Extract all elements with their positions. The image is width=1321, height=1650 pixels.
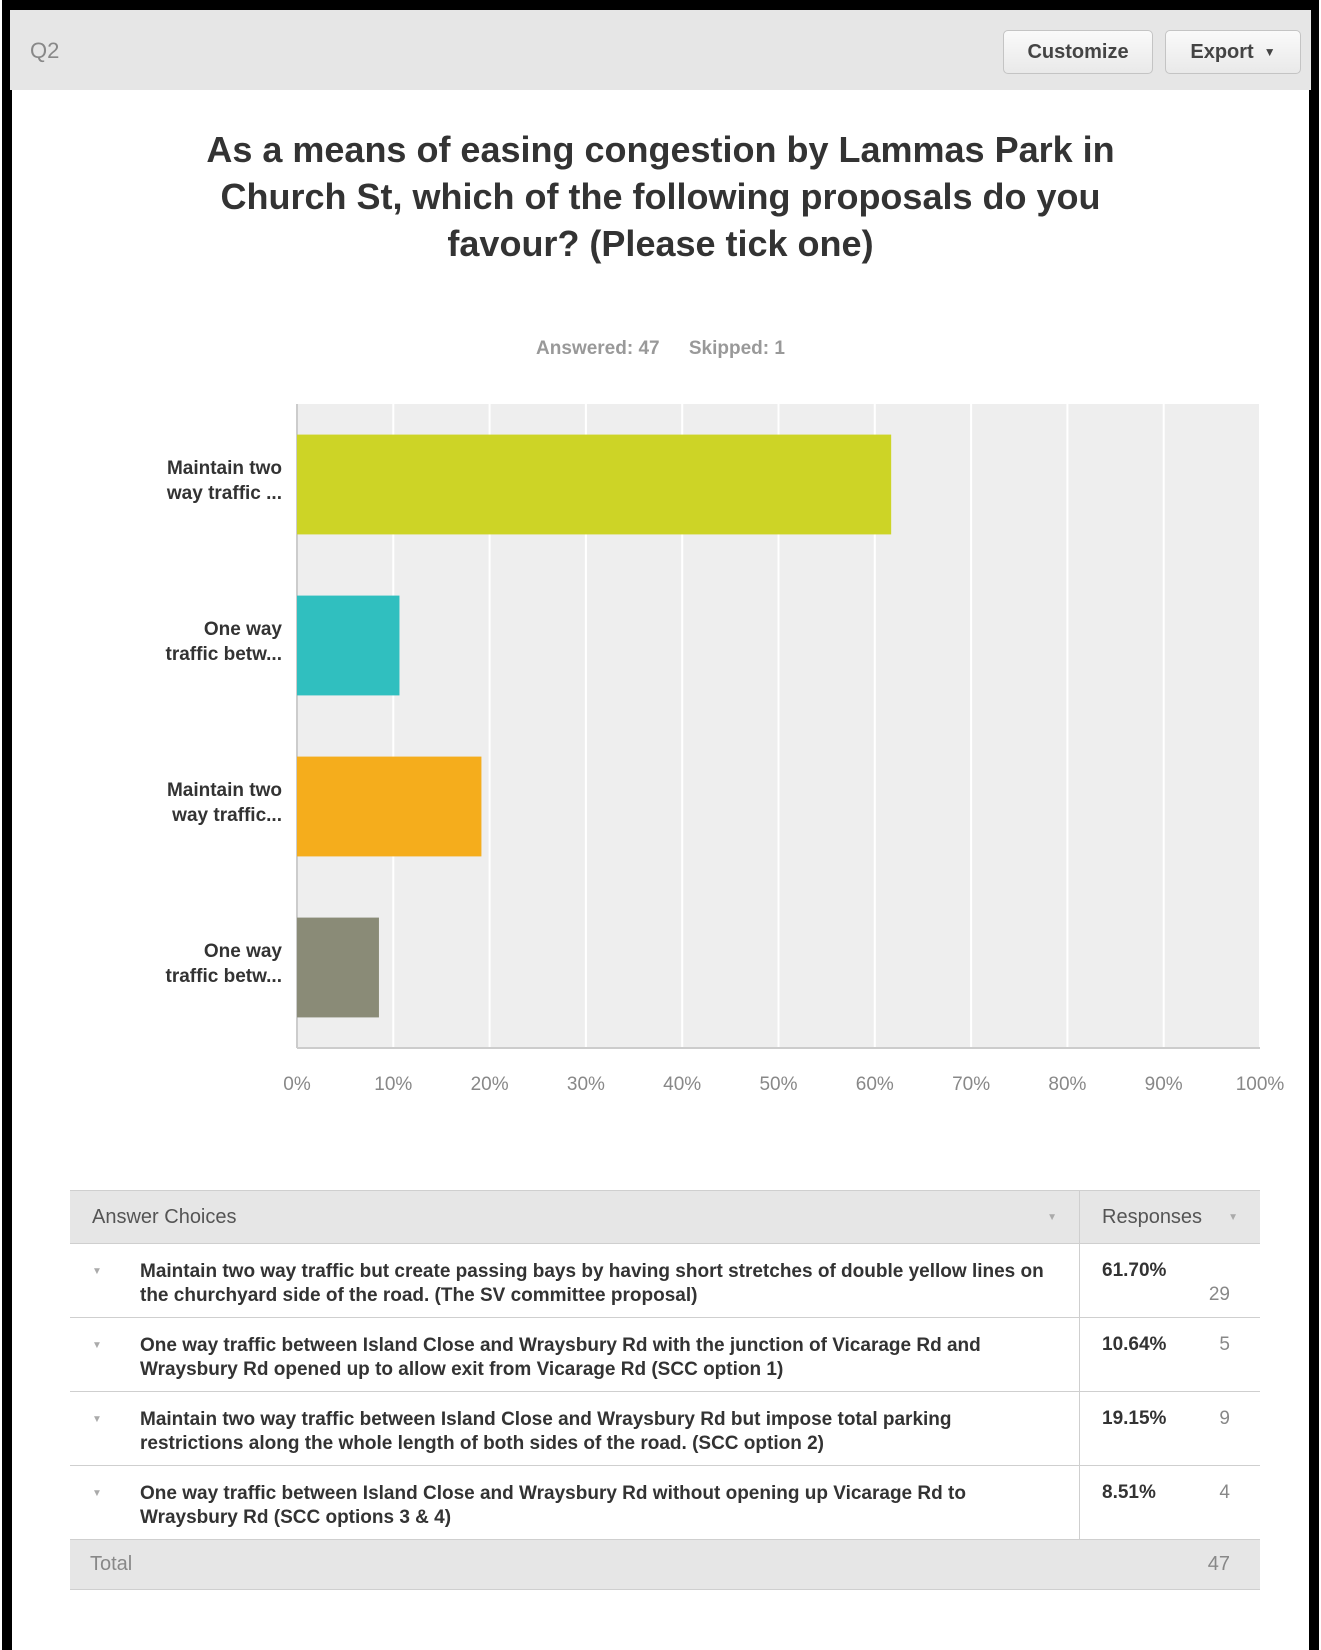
- expand-icon[interactable]: ▼: [92, 1266, 102, 1277]
- expand-icon[interactable]: ▼: [92, 1340, 102, 1351]
- sort-icon: ▼: [1047, 1211, 1057, 1223]
- column-header-choices[interactable]: Answer Choices ▼: [70, 1191, 1080, 1243]
- expand-icon[interactable]: ▼: [92, 1488, 102, 1499]
- x-tick-label: 80%: [1048, 1074, 1086, 1095]
- response-cell: 8.51% 4: [1080, 1466, 1260, 1539]
- choice-text: One way traffic between Island Close and…: [140, 1335, 981, 1380]
- customize-button[interactable]: Customize: [1003, 30, 1153, 74]
- choice-text: Maintain two way traffic but create pass…: [140, 1261, 1044, 1306]
- bar-chart: 0% 10% 20% 30% 40% 50% 60% 70% 80% 90% 100% Maintai…: [166, 404, 1285, 1095]
- x-tick-label: 20%: [471, 1074, 509, 1095]
- table-row: ▼ One way traffic between Island Close a…: [70, 1466, 1260, 1540]
- response-cell: 19.15% 9: [1080, 1392, 1260, 1465]
- response-percent: 8.51%: [1102, 1482, 1156, 1503]
- bar: [297, 917, 379, 1018]
- x-tick-label: 100%: [1236, 1074, 1285, 1095]
- response-cell: 61.70% 29: [1080, 1244, 1260, 1317]
- x-tick-label: 30%: [567, 1074, 605, 1095]
- question-id: Q2: [30, 38, 60, 63]
- choice-text: One way traffic between Island Close and…: [140, 1483, 966, 1528]
- total-value: 47: [1207, 1553, 1230, 1575]
- x-tick-label: 60%: [856, 1074, 894, 1095]
- total-cell: 47: [1080, 1540, 1260, 1589]
- response-meta: Answered: 47 Skipped: 1: [0, 338, 1321, 360]
- category-label: One way: [204, 941, 283, 962]
- total-label: Total: [90, 1553, 133, 1575]
- answered-count: Answered: 47: [536, 338, 660, 359]
- category-label: One way: [204, 619, 283, 640]
- category-label: traffic betw...: [166, 644, 282, 665]
- response-count: 4: [1219, 1482, 1230, 1503]
- category-label: Maintain two: [167, 458, 282, 479]
- x-tick-label: 90%: [1145, 1074, 1183, 1095]
- column-header-choices-label: Answer Choices: [92, 1205, 237, 1228]
- response-percent: 19.15%: [1102, 1408, 1167, 1429]
- table-row: ▼ Maintain two way traffic but create pa…: [70, 1244, 1260, 1318]
- table-row: ▼ One way traffic between Island Close a…: [70, 1318, 1260, 1392]
- table-header: Answer Choices ▼ Responses ▼: [70, 1191, 1260, 1244]
- x-tick-label: 10%: [374, 1074, 412, 1095]
- column-header-responses[interactable]: Responses ▼: [1080, 1191, 1260, 1243]
- table-row: ▼ Maintain two way traffic between Islan…: [70, 1392, 1260, 1466]
- bar: [297, 595, 400, 696]
- response-percent: 10.64%: [1102, 1334, 1167, 1355]
- x-tick-label: 40%: [663, 1074, 701, 1095]
- response-cell: 10.64% 5: [1080, 1318, 1260, 1391]
- question-header: Q2 Customize Export ▼: [10, 10, 1311, 90]
- chart-title: As a means of easing congestion by Lamma…: [206, 129, 1115, 264]
- x-tick-label: 50%: [759, 1074, 797, 1095]
- export-button[interactable]: Export ▼: [1165, 30, 1301, 74]
- sort-icon: ▼: [1228, 1211, 1238, 1223]
- response-count: 9: [1219, 1408, 1230, 1429]
- total-row: Total 47: [70, 1540, 1260, 1590]
- category-label: way traffic...: [171, 805, 282, 826]
- answer-table: Answer Choices ▼ Responses ▼ ▼ Maintain …: [70, 1190, 1260, 1590]
- x-tick-label: 70%: [952, 1074, 990, 1095]
- choice-cell: ▼ One way traffic between Island Close a…: [70, 1318, 1080, 1391]
- customize-label: Customize: [1027, 40, 1129, 63]
- response-count: 29: [1208, 1284, 1230, 1305]
- x-tick-label: 0%: [283, 1074, 311, 1095]
- caret-down-icon: ▼: [1263, 45, 1276, 59]
- response-percent: 61.70%: [1102, 1260, 1167, 1281]
- category-label: Maintain two: [167, 780, 282, 801]
- skipped-count: Skipped: 1: [688, 338, 785, 359]
- choice-text: Maintain two way traffic between Island …: [140, 1409, 952, 1454]
- choice-cell: ▼ Maintain two way traffic but create pa…: [70, 1244, 1080, 1317]
- expand-icon[interactable]: ▼: [92, 1414, 102, 1425]
- category-label: traffic betw...: [166, 966, 282, 987]
- choice-cell: ▼ Maintain two way traffic between Islan…: [70, 1392, 1080, 1465]
- export-label: Export: [1190, 40, 1254, 63]
- category-label: way traffic ...: [166, 483, 282, 504]
- response-count: 5: [1219, 1334, 1230, 1355]
- choice-cell: ▼ One way traffic between Island Close a…: [70, 1466, 1080, 1539]
- column-header-responses-label: Responses: [1102, 1205, 1203, 1228]
- bar: [297, 756, 482, 857]
- bar: [297, 434, 892, 535]
